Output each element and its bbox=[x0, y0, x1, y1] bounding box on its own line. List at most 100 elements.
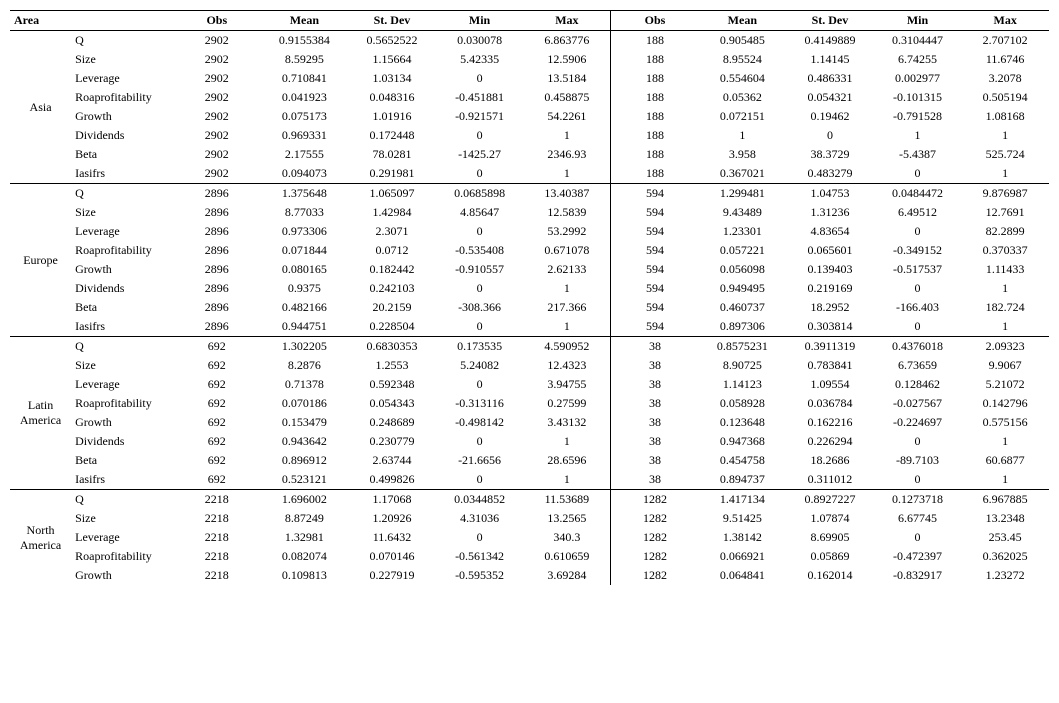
table-row: Roaprofitability6920.0701860.054343-0.31… bbox=[10, 394, 1049, 413]
variable-name: Leverage bbox=[71, 222, 173, 241]
stat-cell: 0.610659 bbox=[523, 547, 611, 566]
variable-name: Iasifrs bbox=[71, 317, 173, 337]
stat-cell: 1.375648 bbox=[261, 184, 349, 204]
stat-cell: 0.0712 bbox=[348, 241, 436, 260]
variable-name: Q bbox=[71, 337, 173, 357]
stat-cell: 0.219169 bbox=[786, 279, 874, 298]
stat-cell: 1 bbox=[961, 317, 1049, 337]
stat-cell: 1.03134 bbox=[348, 69, 436, 88]
stat-cell: -0.910557 bbox=[436, 260, 524, 279]
stat-cell: 2.707102 bbox=[961, 31, 1049, 51]
stat-cell: 594 bbox=[611, 317, 699, 337]
stat-cell: 0.499826 bbox=[348, 470, 436, 490]
variable-name: Iasifrs bbox=[71, 470, 173, 490]
stat-cell: 188 bbox=[611, 50, 699, 69]
stat-cell: 525.724 bbox=[961, 145, 1049, 164]
stat-cell: -0.027567 bbox=[874, 394, 962, 413]
stat-cell: 0.173535 bbox=[436, 337, 524, 357]
stat-cell: 2896 bbox=[173, 279, 261, 298]
table-row: Dividends29020.9693310.172448011881011 bbox=[10, 126, 1049, 145]
stat-cell: -308.366 bbox=[436, 298, 524, 317]
stat-cell: 38 bbox=[611, 470, 699, 490]
stat-cell: 2902 bbox=[173, 145, 261, 164]
stat-cell: 0.6830353 bbox=[348, 337, 436, 357]
stat-cell: 1.20926 bbox=[348, 509, 436, 528]
stat-cell: 0.002977 bbox=[874, 69, 962, 88]
stat-cell: -89.7103 bbox=[874, 451, 962, 470]
table-row: Growth29020.0751731.01916-0.92157154.226… bbox=[10, 107, 1049, 126]
stat-cell: 0.172448 bbox=[348, 126, 436, 145]
stat-cell: 3.958 bbox=[699, 145, 787, 164]
table-row: Beta29022.1755578.0281-1425.272346.93188… bbox=[10, 145, 1049, 164]
stat-cell: 594 bbox=[611, 222, 699, 241]
stat-cell: 0.454758 bbox=[699, 451, 787, 470]
stat-cell: 0.9155384 bbox=[261, 31, 349, 51]
stat-cell: 1.23301 bbox=[699, 222, 787, 241]
stat-cell: 1282 bbox=[611, 547, 699, 566]
table-row: Size6928.28761.25535.2408212.4323388.907… bbox=[10, 356, 1049, 375]
stat-cell: 2896 bbox=[173, 184, 261, 204]
stat-cell: 1.14145 bbox=[786, 50, 874, 69]
stat-cell: 1.696002 bbox=[261, 490, 349, 510]
stat-cell: 8.90725 bbox=[699, 356, 787, 375]
stat-cell: 692 bbox=[173, 413, 261, 432]
stat-cell: 0 bbox=[786, 126, 874, 145]
stat-cell: 1 bbox=[961, 432, 1049, 451]
stat-cell: 594 bbox=[611, 260, 699, 279]
stat-cell: 6.967885 bbox=[961, 490, 1049, 510]
stat-cell: 1282 bbox=[611, 490, 699, 510]
stat-cell: 0.482166 bbox=[261, 298, 349, 317]
variable-name: Q bbox=[71, 490, 173, 510]
stat-cell: 692 bbox=[173, 470, 261, 490]
stat-cell: 6.863776 bbox=[523, 31, 611, 51]
table-row: Roaprofitability28960.0718440.0712-0.535… bbox=[10, 241, 1049, 260]
stat-cell: 1 bbox=[961, 164, 1049, 184]
table-row: Latin AmericaQ6921.3022050.68303530.1735… bbox=[10, 337, 1049, 357]
stat-cell: 0.969331 bbox=[261, 126, 349, 145]
stat-cell: 0.19462 bbox=[786, 107, 874, 126]
stat-cell: 0.370337 bbox=[961, 241, 1049, 260]
stat-cell: 1.15664 bbox=[348, 50, 436, 69]
stat-cell: 1.2553 bbox=[348, 356, 436, 375]
stat-cell: 2902 bbox=[173, 164, 261, 184]
variable-name: Leverage bbox=[71, 69, 173, 88]
header-min-right: Min bbox=[874, 11, 962, 31]
table-row: Growth22180.1098130.227919-0.5953523.692… bbox=[10, 566, 1049, 585]
stat-cell: 0.230779 bbox=[348, 432, 436, 451]
stat-cell: 1.17068 bbox=[348, 490, 436, 510]
variable-name: Q bbox=[71, 31, 173, 51]
stat-cell: 1.01916 bbox=[348, 107, 436, 126]
stat-cell: 3.69284 bbox=[523, 566, 611, 585]
stat-cell: 0.505194 bbox=[961, 88, 1049, 107]
variable-name: Dividends bbox=[71, 432, 173, 451]
stat-cell: 1.417134 bbox=[699, 490, 787, 510]
stat-cell: 0.080165 bbox=[261, 260, 349, 279]
stat-cell: 0.592348 bbox=[348, 375, 436, 394]
stat-cell: 2218 bbox=[173, 547, 261, 566]
stat-cell: 0.483279 bbox=[786, 164, 874, 184]
stat-cell: 2.62133 bbox=[523, 260, 611, 279]
variable-name: Beta bbox=[71, 145, 173, 164]
stat-cell: 188 bbox=[611, 126, 699, 145]
stat-cell: 60.6877 bbox=[961, 451, 1049, 470]
stat-cell: 1.302205 bbox=[261, 337, 349, 357]
stat-cell: -0.498142 bbox=[436, 413, 524, 432]
stat-cell: 692 bbox=[173, 432, 261, 451]
stat-cell: 2346.93 bbox=[523, 145, 611, 164]
stat-cell: 53.2992 bbox=[523, 222, 611, 241]
stat-cell: 1 bbox=[699, 126, 787, 145]
stat-cell: 9.876987 bbox=[961, 184, 1049, 204]
stat-cell: 0.226294 bbox=[786, 432, 874, 451]
table-row: Leverage28960.9733062.3071053.29925941.2… bbox=[10, 222, 1049, 241]
stat-cell: -0.595352 bbox=[436, 566, 524, 585]
stat-cell: 1.42984 bbox=[348, 203, 436, 222]
area-name: Latin America bbox=[10, 337, 71, 490]
stat-cell: 0.458875 bbox=[523, 88, 611, 107]
stat-cell: 8.69905 bbox=[786, 528, 874, 547]
stat-cell: 0.227919 bbox=[348, 566, 436, 585]
stat-cell: 0.3104447 bbox=[874, 31, 962, 51]
stat-cell: 9.43489 bbox=[699, 203, 787, 222]
stat-cell: 2218 bbox=[173, 490, 261, 510]
header-area: Area bbox=[10, 11, 173, 31]
stat-cell: 188 bbox=[611, 88, 699, 107]
